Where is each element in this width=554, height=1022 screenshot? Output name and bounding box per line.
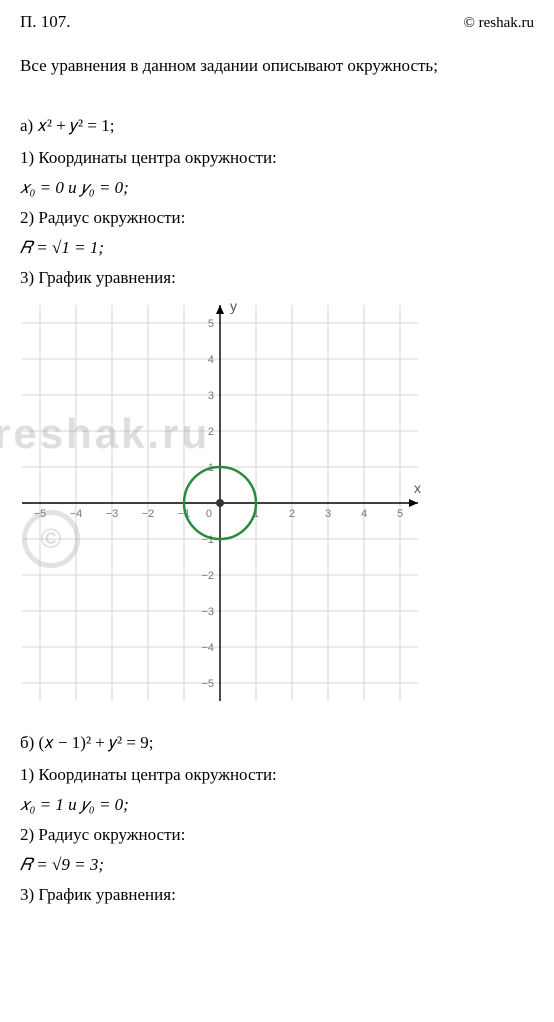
part-b-label: б) (𝑥 − 1)² + 𝑦² = 9; — [20, 733, 534, 753]
svg-text:−5: −5 — [201, 678, 214, 690]
svg-text:x: x — [414, 480, 421, 496]
part-a-step2-title: 2) Радиус окружности: — [20, 208, 534, 228]
svg-text:3: 3 — [208, 390, 214, 402]
svg-text:−2: −2 — [142, 508, 155, 520]
part-b-step2-title: 2) Радиус окружности: — [20, 825, 534, 845]
svg-text:y: y — [230, 298, 237, 314]
svg-text:−3: −3 — [201, 606, 214, 618]
svg-text:4: 4 — [361, 508, 367, 520]
svg-text:4: 4 — [208, 354, 214, 366]
part-a-step3-title: 3) График уравнения: — [20, 268, 534, 288]
svg-text:2: 2 — [289, 508, 295, 520]
part-a-step1-value: 𝑥₀ = 0 и 𝑦₀ = 0; — [20, 178, 534, 198]
site-attribution: © reshak.ru — [463, 15, 534, 32]
intro-text: Все уравнения в данном задании описывают… — [20, 56, 534, 76]
svg-text:0: 0 — [206, 508, 212, 520]
svg-text:3: 3 — [325, 508, 331, 520]
svg-text:5: 5 — [397, 508, 403, 520]
part-b-step1-title: 1) Координаты центра окружности: — [20, 765, 534, 785]
coordinate-chart: −5−4−3−2−112345−5−4−3−2−1123450xy — [0, 298, 440, 708]
part-b-step1-value: 𝑥₀ = 1 и 𝑦₀ = 0; — [20, 795, 534, 815]
svg-text:−4: −4 — [201, 642, 214, 654]
svg-text:5: 5 — [208, 318, 214, 330]
svg-text:−4: −4 — [70, 508, 83, 520]
part-a-step2-value: 𝑅 = √1 = 1; — [20, 238, 534, 258]
svg-text:−3: −3 — [106, 508, 119, 520]
part-b-step2-value: 𝑅 = √9 = 3; — [20, 855, 534, 875]
part-a-step1-title: 1) Координаты центра окружности: — [20, 148, 534, 168]
svg-text:−2: −2 — [201, 570, 214, 582]
part-b-step3-title: 3) График уравнения: — [20, 885, 534, 905]
chart-container: −5−4−3−2−112345−5−4−3−2−1123450xy reshak… — [0, 298, 534, 713]
svg-text:2: 2 — [208, 426, 214, 438]
svg-text:−5: −5 — [34, 508, 47, 520]
part-a-label: а) 𝑥² + 𝑦² = 1; — [20, 116, 534, 136]
problem-number: П. 107. — [20, 12, 71, 32]
